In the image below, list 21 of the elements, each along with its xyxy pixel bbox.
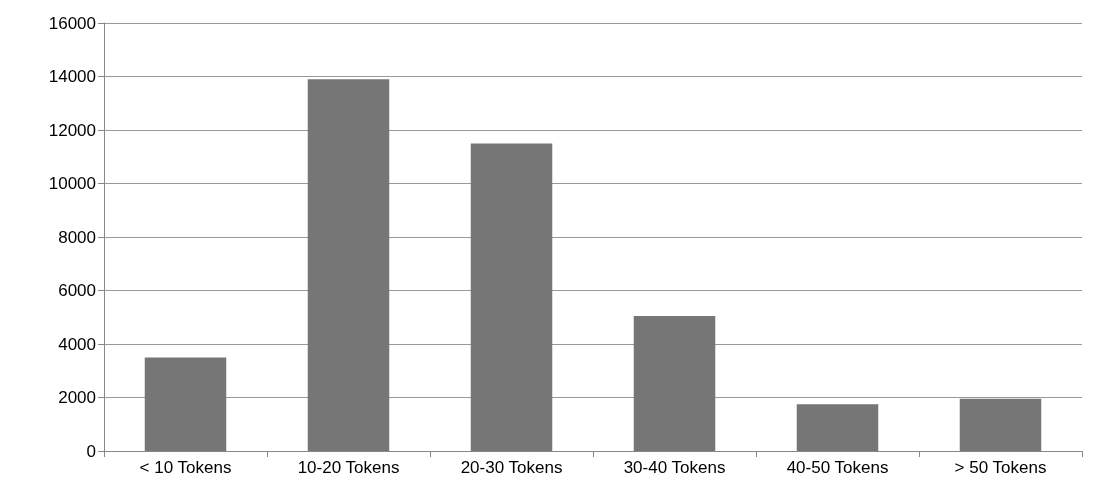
x-tick-label: > 50 Tokens <box>954 458 1047 477</box>
bar <box>959 398 1042 451</box>
bar <box>307 79 390 451</box>
y-tick-label: 4000 <box>58 334 96 354</box>
x-tick-label: 40-50 Tokens <box>786 458 889 477</box>
y-tick-label: 16000 <box>48 13 96 33</box>
x-tick-label: 30-40 Tokens <box>623 458 726 477</box>
bar <box>470 143 553 451</box>
y-tick-label: 6000 <box>58 281 96 300</box>
y-tick-label: 0 <box>86 441 96 461</box>
y-tick-label: 2000 <box>58 388 96 407</box>
y-tick-label: 8000 <box>58 227 96 247</box>
y-tick-label: 14000 <box>48 67 96 86</box>
y-tick-label: 12000 <box>48 120 96 140</box>
bar <box>144 357 227 451</box>
y-tick-label: 10000 <box>48 174 96 193</box>
bar <box>633 315 716 451</box>
x-tick-label: 20-30 Tokens <box>460 458 563 477</box>
x-tick-label: 10-20 Tokens <box>297 458 400 477</box>
x-tick-label: < 10 Tokens <box>139 458 232 477</box>
bar <box>796 404 879 451</box>
